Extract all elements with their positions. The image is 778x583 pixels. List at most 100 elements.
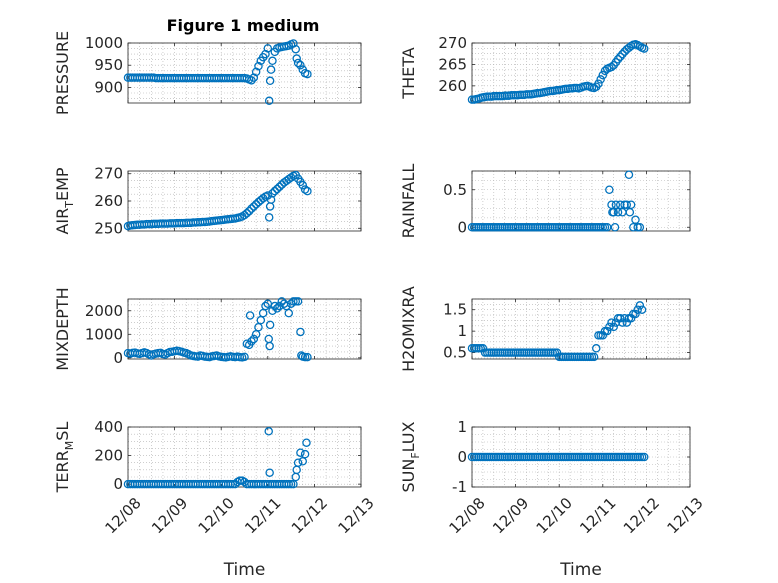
data-point [284,479,294,489]
data-point [589,352,599,362]
data-point [265,76,275,86]
y-tick-label: 265 [438,55,467,73]
y-tick-label: 250 [94,219,123,237]
data-point [620,314,629,323]
y-axis-label: TERRMSL [53,422,76,494]
y-tick-label: 1 [457,322,467,340]
y-axis-label-subscript: T [63,201,76,209]
subplot-pressure: 900 950 1000 PRESSURE [53,31,362,115]
data-point [622,200,632,209]
data-point [249,334,259,344]
data-point [268,189,277,198]
subplot-theta: 260 265 270 THETA [399,34,691,104]
data-point [552,348,562,357]
data-markers [467,452,649,462]
y-axis-label-main: SUN [399,459,418,493]
data-markers [467,301,647,362]
y-axis: 250 260 270 [94,165,361,237]
data-point [296,327,305,337]
data-point [254,61,263,71]
data-point [303,69,312,79]
data-point [615,200,625,209]
data-point [302,438,311,447]
data-point [284,308,294,318]
data-point [611,318,621,327]
y-axis-label-main: RAINFALL [399,164,418,239]
subplot-air_temp: 250 260 270 AIRTEMP [53,165,362,237]
data-point [228,479,238,489]
data-point [300,185,310,194]
y-tick-label: 200 [94,447,123,465]
data-point [594,79,603,88]
y-axis-label: MIXDEPTH [53,287,72,370]
y-axis: -1 0 1 [452,418,690,496]
data-point [637,305,647,314]
y-axis-label-main: H2OMIXRA [399,286,418,372]
y-axis-label: H2OMIXRA [399,286,418,372]
y-axis: 260 265 270 [438,34,690,95]
y-axis-label: RAINFALL [399,164,418,239]
data-point [635,222,645,232]
y-tick-label: 0 [457,218,467,236]
data-point [298,180,307,190]
y-axis: 0.5 1 1.5 [443,301,690,362]
data-point [626,200,636,209]
data-point [626,314,636,323]
y-tick-label: 1000 [85,34,123,52]
data-point [263,44,273,53]
data-point [602,326,612,336]
data-point [291,297,301,306]
data-markers [123,170,312,231]
data-point [639,452,649,462]
data-point [240,352,249,362]
data-point [272,184,282,194]
data-point [277,297,287,306]
data-point [611,200,621,209]
data-point [609,207,618,217]
y-axis-label: THETA [399,47,418,99]
data-markers [467,40,649,104]
data-point [244,206,254,216]
y-axis-label-main: PRESSURE [53,31,72,115]
data-point [303,186,312,196]
y-tick-label: 270 [94,165,123,183]
data-point [607,318,616,327]
data-point [268,56,277,66]
data-point [635,301,645,310]
data-point [264,213,274,222]
data-point [265,320,275,330]
y-axis-label: AIRTEMP [53,167,76,234]
data-point [610,222,620,232]
y-axis-label-rest: SL [53,422,72,441]
data-point [293,297,303,306]
data-point [289,297,298,306]
data-point [266,195,276,204]
data-point [478,344,488,353]
data-point [633,305,642,314]
y-axis: 0 200 400 [94,418,361,493]
axes-box [127,42,362,104]
data-point [629,222,638,232]
data-markers [123,427,311,489]
y-tick-label: 260 [438,77,467,95]
data-point [605,185,614,194]
y-tick-label: 950 [94,56,123,74]
y-axis: 900 950 1000 [85,34,361,96]
data-point [258,194,268,203]
data-point [235,476,245,485]
y-tick-label: 0 [457,448,467,466]
y-axis-label-subscript: F [409,452,422,458]
data-point [293,458,303,467]
y-axis-label-main: TERR [53,450,72,493]
y-tick-label: 270 [438,34,467,52]
data-point [624,170,634,179]
y-tick-label: 900 [94,78,123,96]
data-point [247,204,256,213]
y-tick-label: 0 [113,349,123,367]
axes-box [471,298,691,360]
data-point [598,331,608,340]
data-point [613,207,623,217]
data-point [265,468,274,477]
data-point [615,52,625,61]
figure-title: Figure 1 medium [167,16,320,35]
